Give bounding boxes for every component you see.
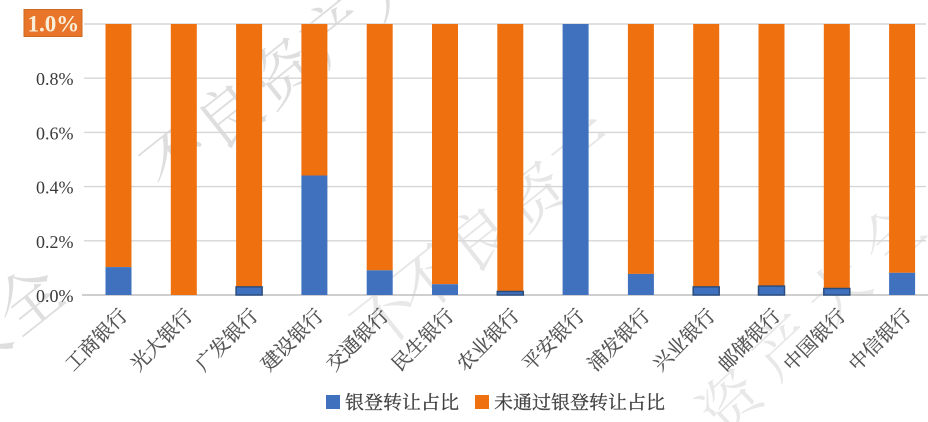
svg-text:0.8%: 0.8% xyxy=(36,69,74,89)
svg-text:1.0%: 1.0% xyxy=(28,12,80,37)
svg-text:0.6%: 0.6% xyxy=(36,123,74,143)
svg-text:0.2%: 0.2% xyxy=(36,232,74,252)
svg-text:0.0%: 0.0% xyxy=(36,286,74,306)
svg-text:0.4%: 0.4% xyxy=(36,178,74,198)
